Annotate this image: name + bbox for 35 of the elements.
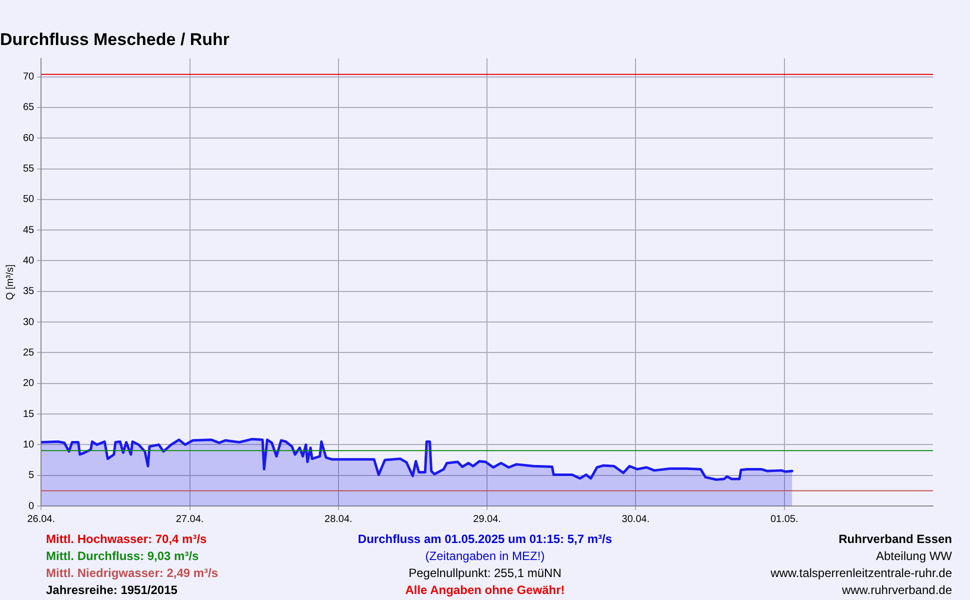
y-tick-label: 55	[23, 164, 35, 175]
text: Ruhrverband Essen	[838, 532, 952, 547]
y-tick-label: 40	[23, 255, 35, 266]
text: Jahresreihe: 1951/2015	[46, 583, 178, 598]
text: Durchfluss am 01.05.2025 um 01:15: 5,7 m³/s	[358, 532, 612, 547]
text: Pegelnullpunkt: 255,1 müNN	[408, 566, 562, 581]
y-tick-label: 5	[28, 470, 35, 482]
text: www.ruhrverband.de	[842, 583, 952, 598]
y-tick-label: 20	[23, 378, 35, 390]
text: Abteilung WW	[876, 549, 952, 564]
y-tick-label: 15	[23, 408, 35, 420]
y-tick-label: 60	[23, 132, 35, 144]
x-tick-label: 29.04.	[473, 514, 501, 525]
ref-line-label: Mittl. Hochwasser: 70,4 m³/s	[46, 532, 207, 547]
text: www.talsperrenleitzentrale-ruhr.de	[770, 566, 952, 581]
y-tick-label: 25	[23, 347, 35, 358]
y-tick-label: 10	[23, 439, 35, 450]
y-tick-label: 50	[23, 194, 35, 206]
x-tick-label: 26.04.	[27, 514, 56, 525]
ref-line-label: Mittl. Durchfluss: 9,03 m³/s	[46, 549, 199, 564]
x-tick-label: 27.04.	[176, 514, 204, 525]
x-tick-label: 01.05.	[770, 514, 798, 525]
chart-title: Durchfluss Meschede / Ruhr	[0, 30, 230, 49]
y-tick-label: 70	[23, 72, 35, 83]
ref-line-label: Mittl. Niedrigwasser: 2,49 m³/s	[46, 566, 218, 581]
y-axis-title: Q [m³/s]	[4, 264, 16, 300]
x-tick-label: 30.04.	[622, 514, 650, 525]
y-tick-label: 35	[23, 286, 35, 298]
y-tick-label: 45	[23, 224, 35, 236]
x-tick-label: 28.04.	[324, 514, 352, 525]
y-tick-label: 30	[23, 316, 35, 328]
text: Alle Angaben ohne Gewähr!	[405, 583, 565, 598]
text: (Zeitangaben in MEZ!)	[425, 549, 545, 564]
y-tick-label: 65	[23, 102, 35, 114]
y-tick-label: 0	[28, 500, 35, 512]
